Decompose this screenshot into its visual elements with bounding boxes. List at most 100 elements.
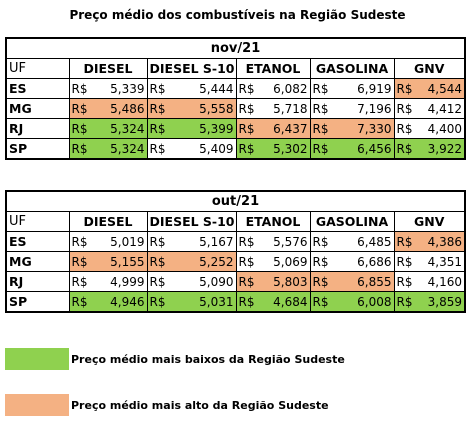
uf-cell: ES — [5, 78, 70, 99]
currency-symbol: R$ — [312, 101, 329, 116]
price-value: 6,485 — [357, 234, 392, 249]
currency-symbol: R$ — [238, 121, 255, 136]
table-row: MG R$ 5,155 R$ 5,252 R$ 5,069 R$ 6,686 R$ 4,351 — [5, 251, 466, 272]
currency-symbol: R$ — [149, 254, 166, 269]
column-header: UF — [5, 58, 70, 79]
currency-symbol: R$ — [238, 254, 255, 269]
price-value: 4,946 — [110, 294, 145, 309]
currency-symbol: R$ — [312, 234, 329, 249]
price-value: 5,167 — [199, 234, 234, 249]
page-title: Preço médio dos combustíveis na Região S… — [69, 8, 406, 22]
column-header: GNV — [393, 58, 466, 79]
price-value: 6,686 — [357, 254, 392, 269]
table-row: ES R$ 5,019 R$ 5,167 R$ 5,576 R$ 6,485 R$ 4,386 — [5, 231, 466, 252]
price-value: 5,302 — [273, 141, 308, 156]
price-value: 5,252 — [199, 254, 234, 269]
currency-symbol: R$ — [238, 101, 255, 116]
currency-symbol: R$ — [396, 101, 413, 116]
legend-label-high: Preço médio mais alto da Região Sudeste — [71, 398, 329, 412]
price-cell: R$ 6,456 — [309, 138, 395, 160]
column-header: DIESEL S-10 — [146, 211, 237, 232]
currency-symbol: R$ — [396, 254, 413, 269]
currency-symbol: R$ — [396, 81, 413, 96]
price-cell: R$ 6,919 — [309, 78, 395, 99]
currency-symbol: R$ — [238, 234, 255, 249]
price-cell: R$ 5,486 — [68, 98, 148, 119]
price-cell: R$ 4,160 — [393, 271, 466, 292]
legend-label-low: Preço médio mais baixos da Região Sudest… — [71, 352, 345, 366]
price-value: 6,456 — [357, 141, 392, 156]
currency-symbol: R$ — [149, 141, 166, 156]
price-cell: R$ 4,351 — [393, 251, 466, 272]
price-cell: R$ 6,686 — [309, 251, 395, 272]
price-table-nov: nov/21 UF DIESEL DIESEL S-10 ETANOL GASOLINA G… — [5, 37, 466, 160]
price-cell: R$ 4,544 — [393, 78, 466, 99]
legend-high: Preço médio mais alto da Região Sudeste — [5, 394, 329, 416]
price-value: 5,339 — [110, 81, 145, 96]
currency-symbol: R$ — [312, 274, 329, 289]
currency-symbol: R$ — [149, 81, 166, 96]
price-cell: R$ 5,302 — [235, 138, 311, 160]
period-label: out/21 — [5, 190, 466, 212]
price-table-out: out/21 UF DIESEL DIESEL S-10 ETANOL GASOLINA G… — [5, 190, 466, 313]
currency-symbol: R$ — [149, 234, 166, 249]
price-value: 6,437 — [273, 121, 308, 136]
currency-symbol: R$ — [149, 274, 166, 289]
price-value: 5,409 — [199, 141, 234, 156]
price-cell: R$ 7,196 — [309, 98, 395, 119]
price-value: 5,090 — [199, 274, 234, 289]
currency-symbol: R$ — [238, 141, 255, 156]
currency-symbol: R$ — [238, 274, 255, 289]
column-header: ETANOL — [235, 211, 311, 232]
column-header: GASOLINA — [309, 211, 395, 232]
price-cell: R$ 5,031 — [146, 291, 237, 313]
currency-symbol: R$ — [396, 141, 413, 156]
price-value: 6,855 — [357, 274, 392, 289]
price-cell: R$ 5,409 — [146, 138, 237, 160]
price-value: 5,576 — [273, 234, 308, 249]
uf-cell: MG — [5, 251, 70, 272]
price-cell: R$ 5,339 — [68, 78, 148, 99]
column-header: ETANOL — [235, 58, 311, 79]
column-header: DIESEL — [68, 58, 148, 79]
uf-cell: ES — [5, 231, 70, 252]
price-cell: R$ 3,922 — [393, 138, 466, 160]
price-value: 3,922 — [427, 141, 462, 156]
currency-symbol: R$ — [396, 121, 413, 136]
price-value: 5,718 — [273, 101, 308, 116]
price-cell: R$ 5,155 — [68, 251, 148, 272]
currency-symbol: R$ — [71, 101, 88, 116]
price-cell: R$ 5,444 — [146, 78, 237, 99]
currency-symbol: R$ — [396, 294, 413, 309]
table-row: SP R$ 5,324 R$ 5,409 R$ 5,302 R$ 6,456 R$ 3,922 — [5, 138, 466, 160]
price-cell: R$ 4,386 — [393, 231, 466, 252]
price-value: 4,412 — [427, 101, 462, 116]
uf-cell: SP — [5, 291, 70, 313]
legend-swatch-high — [5, 394, 69, 416]
currency-symbol: R$ — [312, 254, 329, 269]
currency-symbol: R$ — [312, 121, 329, 136]
column-header: DIESEL S-10 — [146, 58, 237, 79]
currency-symbol: R$ — [71, 274, 88, 289]
price-value: 5,019 — [110, 234, 145, 249]
price-value: 6,082 — [273, 81, 308, 96]
currency-symbol: R$ — [396, 274, 413, 289]
currency-symbol: R$ — [312, 141, 329, 156]
price-value: 5,324 — [110, 121, 145, 136]
price-value: 5,558 — [199, 101, 234, 116]
price-cell: R$ 5,324 — [68, 118, 148, 139]
table-row: RJ R$ 5,324 R$ 5,399 R$ 6,437 R$ 7,330 R$ 4,400 — [5, 118, 466, 139]
price-value: 6,008 — [357, 294, 392, 309]
price-value: 5,444 — [199, 81, 234, 96]
column-header: UF — [5, 211, 70, 232]
price-cell: R$ 4,412 — [393, 98, 466, 119]
price-cell: R$ 6,437 — [235, 118, 311, 139]
currency-symbol: R$ — [149, 101, 166, 116]
table-row: ES R$ 5,339 R$ 5,444 R$ 6,082 R$ 6,919 R$ 4,544 — [5, 78, 466, 99]
price-value: 7,196 — [357, 101, 392, 116]
price-cell: R$ 4,946 — [68, 291, 148, 313]
currency-symbol: R$ — [71, 121, 88, 136]
price-cell: R$ 4,999 — [68, 271, 148, 292]
legend-low: Preço médio mais baixos da Região Sudest… — [5, 348, 345, 370]
price-value: 7,330 — [357, 121, 392, 136]
